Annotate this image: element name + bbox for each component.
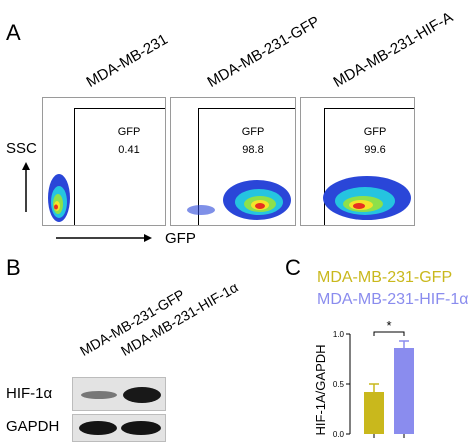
blot-row-label-1: HIF-1α <box>6 385 53 402</box>
sample-label-2: MDA-MB-231-GFP <box>204 12 323 92</box>
scatter-cloud-2 <box>187 180 291 220</box>
significance-bracket <box>373 331 405 336</box>
y-tick-label: 0.5 <box>333 380 345 389</box>
x-axis-arrow-icon <box>56 234 152 242</box>
gate-value-3: 99.6 <box>364 144 386 156</box>
panel-letter-b: B <box>6 255 21 280</box>
band-hif1a-lane1 <box>81 391 117 399</box>
y-axis-title: HIF-1A/GAPDH <box>313 344 328 435</box>
bar <box>364 392 384 434</box>
blot-row-label-2: GAPDH <box>6 418 60 435</box>
scatter-cloud-3 <box>323 176 411 220</box>
legend-item-hif1a: MDA-MB-231-HIF-1α <box>317 291 469 308</box>
band-gapdh-lane2 <box>121 421 161 435</box>
x-axis-label: GFP <box>165 230 196 247</box>
band-gapdh-lane1 <box>79 421 117 435</box>
gate-label-1: GFP <box>117 126 141 138</box>
panel-letter-a: A <box>6 20 21 45</box>
gate-value-2: 98.8 <box>242 144 264 156</box>
band-hif1a-lane2 <box>123 387 161 403</box>
sample-label-3: MDA-MB-231-HIF-A <box>330 8 456 92</box>
bar-chart: 0.0 0.5 1.0 HIF-1A/GAPDH * <box>313 318 414 439</box>
scatter-cloud-1 <box>48 174 70 222</box>
y-tick-label: 0.0 <box>333 430 345 439</box>
legend-item-gfp: MDA-MB-231-GFP <box>317 269 453 286</box>
gate-value-1: 0.41 <box>118 144 140 156</box>
y-axis-label: SSC <box>6 140 37 157</box>
gate-label-2: GFP <box>241 126 265 138</box>
gate-3 <box>324 108 414 225</box>
gate-label-3: GFP <box>363 126 387 138</box>
bar <box>394 348 414 434</box>
y-axis-arrow-icon <box>22 162 30 212</box>
blot-gapdh <box>72 414 166 442</box>
significance-marker: * <box>386 318 391 333</box>
gate-2 <box>198 108 295 225</box>
flow-plot-2: GFP 98.8 <box>170 97 296 226</box>
panel-letter-c: C <box>285 255 301 280</box>
y-tick-label: 1.0 <box>333 330 345 339</box>
flow-plot-1: GFP 0.41 <box>42 97 166 226</box>
gate-1 <box>74 108 165 225</box>
flow-plot-3: GFP 99.6 <box>300 97 415 226</box>
blot-hif1a <box>72 377 166 411</box>
sample-label-1: MDA-MB-231 <box>83 30 171 91</box>
